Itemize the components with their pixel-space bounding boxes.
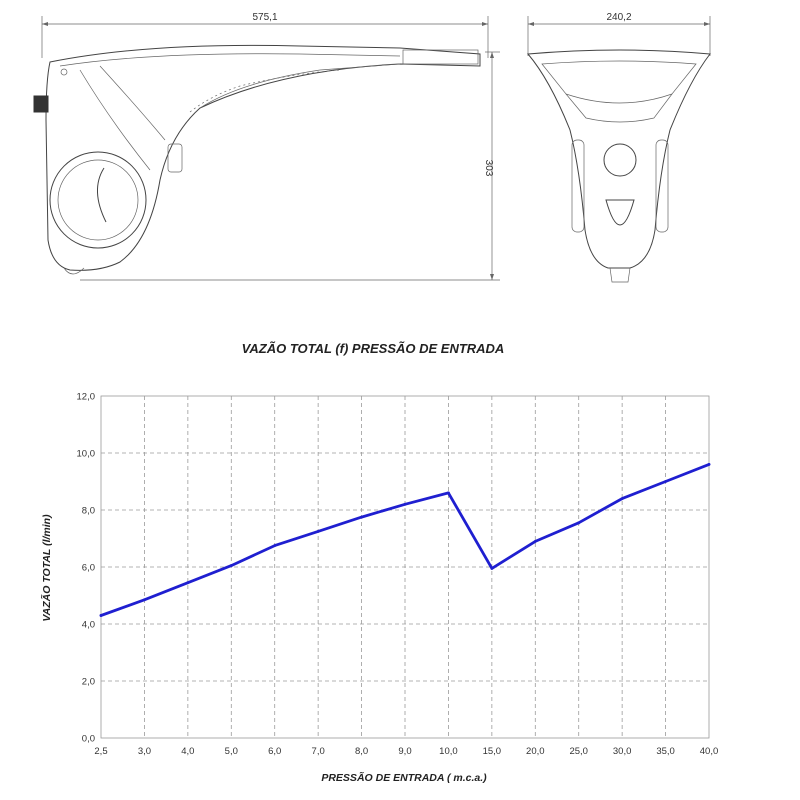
y-tick-label: 12,0: [77, 392, 96, 403]
x-tick-labels: 2,5 3,0 4,0 5,0 6,0 7,0 8,0 9,0 10,0 15,0 20,0 25,0…: [94, 746, 718, 757]
data-point: [533, 539, 537, 543]
y-tick-label: 10,0: [77, 449, 96, 460]
x-tick-label: 2,5: [94, 746, 107, 757]
y-axis-title: VAZÃO TOTAL (l/min): [40, 514, 53, 622]
data-point: [403, 502, 407, 506]
technical-drawings: 575,1 303 240,2: [33, 12, 711, 283]
x-tick-label: 40,0: [700, 746, 719, 757]
x-tick-label: 20,0: [526, 746, 545, 757]
x-tick-label: 6,0: [268, 746, 281, 757]
data-point: [229, 564, 233, 567]
y-tick-label: 0,0: [82, 734, 95, 745]
front-view-drawing: 240,2: [526, 12, 711, 283]
y-tick-label: 8,0: [82, 506, 95, 517]
side-view-drawing: 575,1 303: [33, 12, 500, 281]
data-point: [447, 491, 450, 495]
chart-grid: [100, 395, 710, 739]
x-tick-label: 25,0: [569, 746, 588, 757]
x-tick-label: 4,0: [181, 746, 194, 757]
x-tick-label: 9,0: [398, 746, 411, 757]
x-tick-label: 10,0: [439, 746, 458, 757]
x-tick-label: 35,0: [656, 746, 675, 757]
data-point: [620, 497, 624, 500]
x-tick-label: 8,0: [355, 746, 368, 757]
data-point: [143, 598, 146, 602]
data-point: [490, 567, 494, 570]
data-point: [360, 515, 363, 519]
side-width-dimension: 575,1: [252, 12, 277, 23]
data-point: [316, 529, 320, 533]
y-tick-label: 6,0: [82, 563, 95, 574]
x-tick-label: 5,0: [225, 746, 238, 757]
data-point: [664, 480, 667, 483]
y-tick-labels: 0,0 2,0 4,0 6,0 8,0 10,0 12,0: [77, 392, 96, 745]
x-tick-label: 30,0: [613, 746, 632, 757]
data-point: [273, 544, 277, 548]
x-tick-label: 3,0: [138, 746, 151, 757]
chart-series: [99, 462, 711, 617]
data-point: [577, 521, 581, 525]
y-tick-label: 4,0: [82, 620, 95, 631]
chart-title: VAZÃO TOTAL (f) PRESSÃO DE ENTRADA: [242, 341, 505, 356]
side-height-dimension: 303: [483, 160, 494, 177]
x-axis-title: PRESSÃO DE ENTRADA ( m.c.a.): [321, 771, 487, 784]
front-width-dimension: 240,2: [606, 12, 631, 23]
data-point: [186, 581, 190, 585]
data-point: [99, 614, 103, 617]
y-tick-label: 2,0: [82, 677, 95, 688]
x-tick-label: 15,0: [483, 746, 502, 757]
data-point: [707, 463, 711, 466]
x-tick-label: 7,0: [312, 746, 325, 757]
